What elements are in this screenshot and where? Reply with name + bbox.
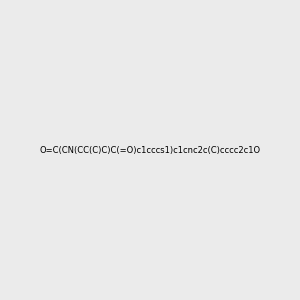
Text: O=C(CN(CC(C)C)C(=O)c1cccs1)c1cnc2c(C)cccc2c1O: O=C(CN(CC(C)C)C(=O)c1cccs1)c1cnc2c(C)ccc…: [39, 146, 261, 154]
